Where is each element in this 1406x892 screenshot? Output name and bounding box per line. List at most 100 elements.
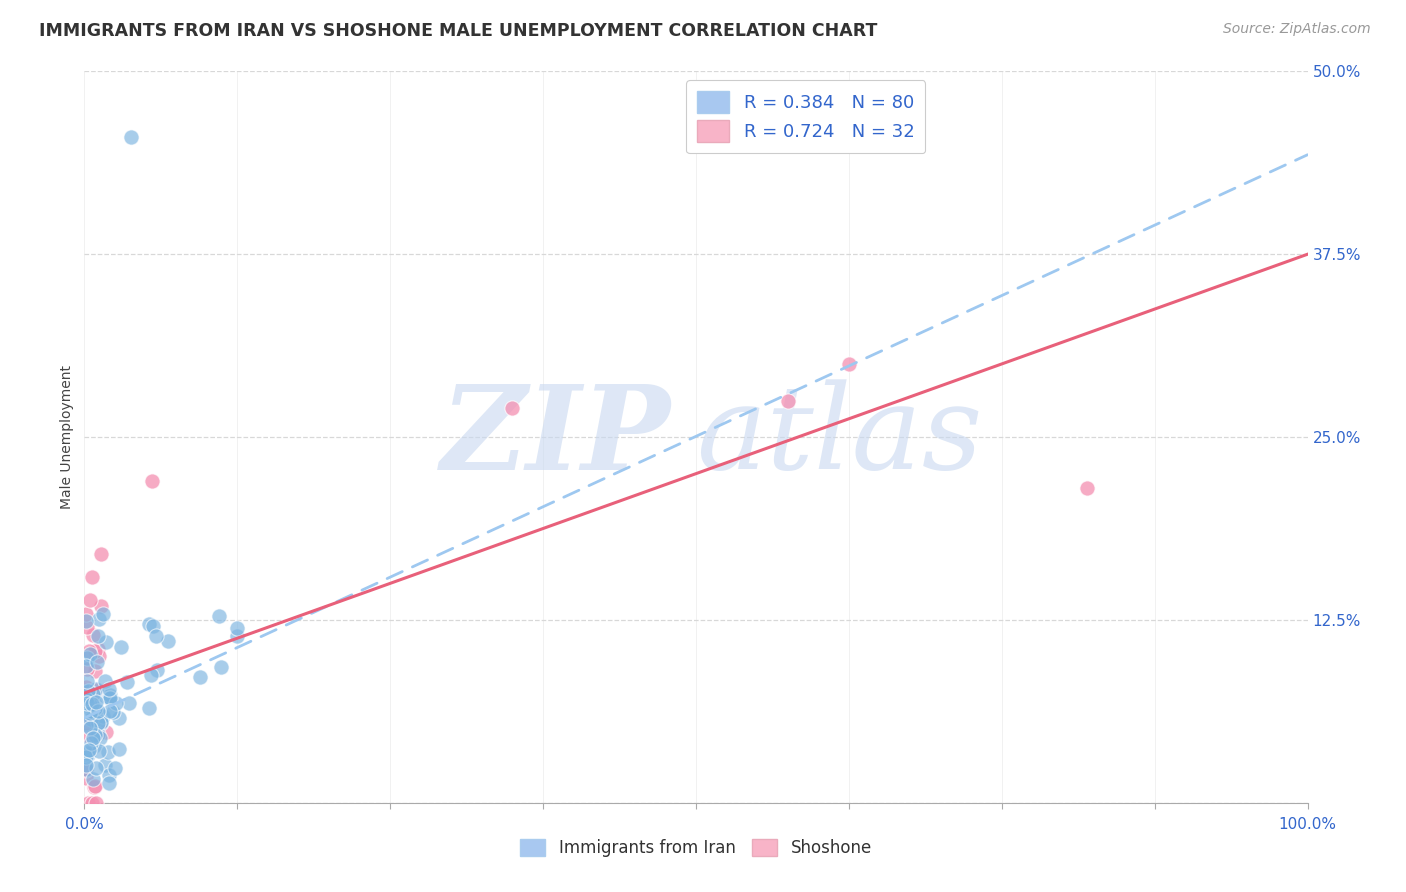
Point [91, 607, 114, 621]
Point [76, 620, 98, 634]
Point [776, 393, 799, 408]
Point [98, 704, 121, 718]
Point [75, 728, 97, 742]
Point [76, 662, 98, 676]
Point [80, 712, 103, 726]
Point [139, 668, 162, 682]
Point [83, 706, 105, 721]
Point [94, 673, 117, 688]
Point [91, 709, 114, 723]
Point [76, 796, 98, 810]
Point [75, 718, 97, 732]
Point [75, 615, 97, 629]
Point [98, 688, 121, 702]
Point [76, 650, 98, 665]
Point [142, 619, 165, 633]
Point [98, 690, 121, 705]
Point [87, 727, 110, 741]
Point [75, 715, 97, 730]
Point [107, 741, 129, 756]
Point [108, 711, 131, 725]
Point [226, 621, 249, 635]
Point [86, 655, 108, 669]
Point [146, 663, 169, 677]
Point [76, 697, 98, 711]
Point [90, 547, 112, 561]
Point [80, 693, 103, 707]
Point [188, 669, 211, 683]
Text: ZIP: ZIP [441, 380, 672, 494]
Point [104, 696, 127, 710]
Point [110, 640, 132, 654]
Text: Source: ZipAtlas.com: Source: ZipAtlas.com [1223, 22, 1371, 37]
Point [97, 768, 120, 782]
Point [94, 758, 117, 772]
Point [75, 694, 97, 708]
Point [76, 673, 98, 688]
Point [98, 691, 121, 706]
Point [83, 739, 105, 753]
Point [138, 616, 160, 631]
Point [75, 692, 97, 706]
Point [84, 695, 107, 709]
Point [209, 659, 232, 673]
Point [86, 683, 108, 698]
Point [82, 731, 104, 745]
Point [90, 714, 112, 729]
Point [141, 474, 163, 488]
Point [80, 570, 103, 584]
Point [84, 779, 107, 793]
Point [79, 648, 101, 662]
Point [120, 130, 142, 145]
Point [82, 627, 104, 641]
Point [83, 664, 105, 678]
Point [208, 609, 231, 624]
Point [93, 689, 115, 703]
Point [84, 796, 107, 810]
Point [104, 761, 127, 775]
Point [94, 635, 117, 649]
Point [226, 629, 249, 643]
Point [79, 706, 101, 721]
Point [145, 629, 167, 643]
Point [87, 630, 110, 644]
Point [80, 704, 103, 718]
Point [118, 696, 141, 710]
Point [90, 599, 112, 614]
Point [82, 687, 104, 701]
Point [502, 401, 524, 415]
Text: atlas: atlas [696, 380, 983, 494]
Point [75, 758, 97, 772]
Point [76, 746, 98, 760]
Point [87, 716, 110, 731]
Point [79, 699, 101, 714]
Point [86, 704, 108, 718]
Point [87, 642, 110, 657]
Point [77, 743, 100, 757]
Point [138, 701, 160, 715]
Point [838, 357, 860, 371]
Point [83, 780, 105, 794]
Point [82, 796, 104, 810]
Point [75, 607, 97, 622]
Point [75, 749, 97, 764]
Point [79, 721, 101, 735]
Point [89, 731, 111, 746]
Point [75, 771, 97, 785]
Point [76, 697, 98, 711]
Point [1076, 481, 1098, 495]
Point [79, 698, 101, 712]
Point [97, 745, 120, 759]
Point [76, 684, 98, 698]
Point [84, 700, 107, 714]
Point [97, 776, 120, 790]
Legend: Immigrants from Iran, Shoshone: Immigrants from Iran, Shoshone [513, 832, 879, 864]
Point [84, 644, 107, 658]
Point [90, 715, 112, 730]
Point [96, 725, 118, 739]
Point [77, 747, 100, 762]
Point [87, 649, 110, 664]
Point [82, 772, 104, 786]
Point [84, 728, 107, 742]
Point [84, 682, 107, 697]
